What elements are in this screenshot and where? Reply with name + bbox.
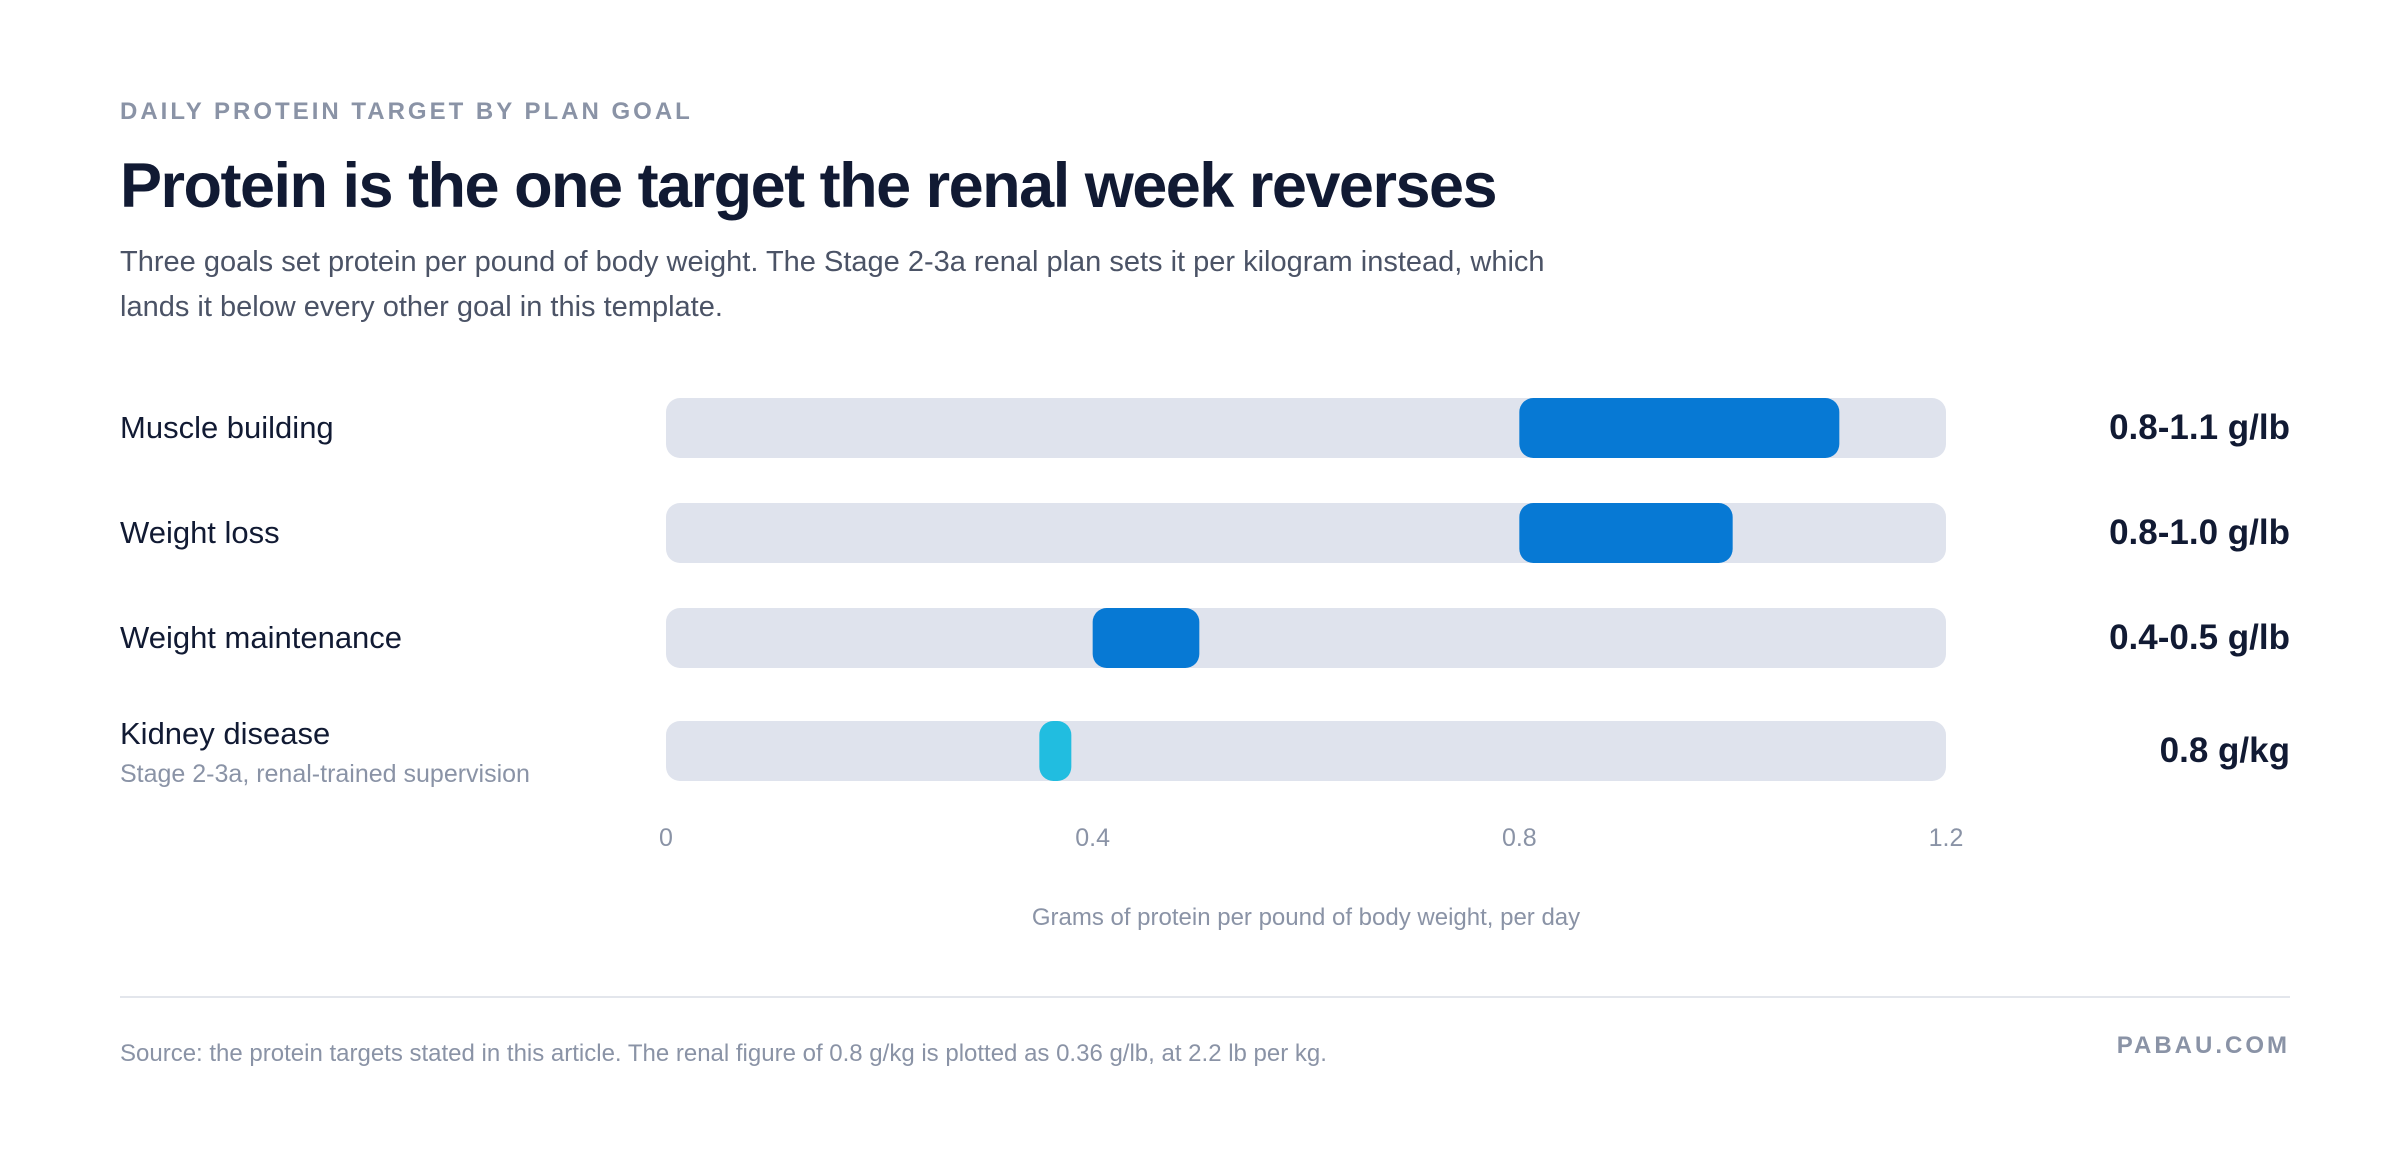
x-axis-title: Grams of protein per pound of body weigh…	[1031, 904, 1581, 931]
x-tick-label: 0	[659, 824, 673, 852]
bar-range-kidney-disease	[1039, 721, 1072, 781]
value-label-weight-maintenance: 0.4-0.5 g/lb	[2109, 618, 2290, 657]
x-tick-label: 0.8	[1502, 824, 1537, 852]
row-note-kidney-disease: Stage 2-3a, renal-trained supervision	[120, 760, 530, 788]
source-note: Source: the protein targets stated in th…	[120, 1040, 1327, 1067]
value-label-muscle-building: 0.8-1.1 g/lb	[2109, 408, 2290, 447]
row-label-muscle-building: Muscle building	[120, 410, 334, 445]
value-label-weight-loss: 0.8-1.0 g/lb	[2109, 513, 2290, 552]
x-tick-label: 1.2	[1929, 824, 1964, 852]
footer-divider	[120, 996, 2290, 998]
x-tick-label: 0.4	[1075, 824, 1110, 852]
bar-track-weight-loss	[666, 503, 1946, 563]
row-label-kidney-disease: Kidney disease	[120, 716, 331, 751]
range-bar-chart: 0 0.4 0.8 1.2	[659, 398, 1964, 852]
bar-range-muscle-building	[1519, 398, 1840, 458]
bar-track-weight-maintenance	[666, 608, 1946, 668]
bar-range-weight-maintenance	[1092, 608, 1200, 668]
chart-title: Protein is the one target the renal week…	[120, 151, 1498, 221]
row-label-weight-loss: Weight loss	[120, 515, 280, 550]
bar-range-weight-loss	[1519, 503, 1733, 563]
value-label-kidney-disease: 0.8 g/kg	[2159, 731, 2290, 770]
chart-subtitle: Three goals set protein per pound of bod…	[120, 246, 1545, 323]
bar-track-kidney-disease	[666, 721, 1946, 781]
row-label-weight-maintenance: Weight maintenance	[120, 620, 403, 655]
brand-label: PABAU.COM	[2116, 1032, 2290, 1059]
chart-eyebrow: DAILY PROTEIN TARGET BY PLAN GOAL	[120, 98, 693, 125]
